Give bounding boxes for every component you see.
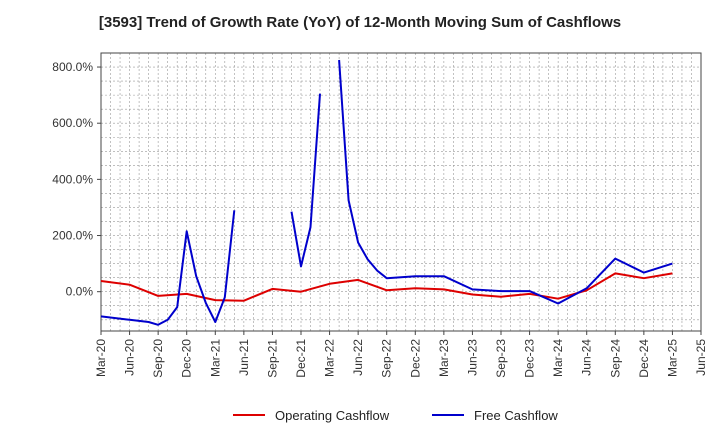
x-tick-label: Jun-23 xyxy=(465,339,479,376)
x-tick-label: Jun-24 xyxy=(580,339,594,376)
x-tick-label: Sep-23 xyxy=(494,339,508,378)
legend-label-operating-cashflow: Operating Cashflow xyxy=(275,408,390,423)
x-tick-label: Mar-21 xyxy=(208,339,222,377)
x-tick-label: Dec-20 xyxy=(180,339,194,378)
x-tick-label: Sep-22 xyxy=(380,339,394,378)
series-line-free-cashflow xyxy=(338,59,673,305)
x-tick-label: Dec-24 xyxy=(637,339,651,378)
x-tick-label: Mar-22 xyxy=(323,339,337,377)
x-tick-label: Dec-23 xyxy=(523,339,537,378)
x-tick-label: Jun-20 xyxy=(123,339,137,376)
y-tick-label: 200.0% xyxy=(52,229,93,243)
x-tick-label: Dec-21 xyxy=(294,339,308,378)
x-tick-label: Mar-20 xyxy=(94,339,108,377)
x-tick-label: Jun-25 xyxy=(694,339,708,376)
x-tick-label: Sep-21 xyxy=(265,339,279,378)
x-tick-label: Sep-20 xyxy=(151,339,165,378)
x-tick-label: Mar-25 xyxy=(665,339,679,377)
x-tick-label: Jun-21 xyxy=(237,339,251,376)
x-tick-label: Jun-22 xyxy=(351,339,365,376)
series-line-free-cashflow xyxy=(100,210,236,326)
x-tick-label: Sep-24 xyxy=(608,339,622,378)
x-tick-label: Dec-22 xyxy=(408,339,422,378)
y-tick-label: 0.0% xyxy=(66,285,94,299)
legend-label-free-cashflow: Free Cashflow xyxy=(474,408,558,423)
y-tick-label: 800.0% xyxy=(52,60,93,74)
series-line-free-cashflow xyxy=(290,93,321,268)
chart-title: [3593] Trend of Growth Rate (YoY) of 12-… xyxy=(98,14,622,31)
x-tick-label: Mar-23 xyxy=(437,339,451,377)
x-tick-label: Mar-24 xyxy=(551,339,565,377)
y-tick-label: 400.0% xyxy=(52,172,93,186)
plot-area xyxy=(101,53,701,331)
plot-frame xyxy=(100,52,702,332)
y-tick-label: 600.0% xyxy=(52,116,93,130)
